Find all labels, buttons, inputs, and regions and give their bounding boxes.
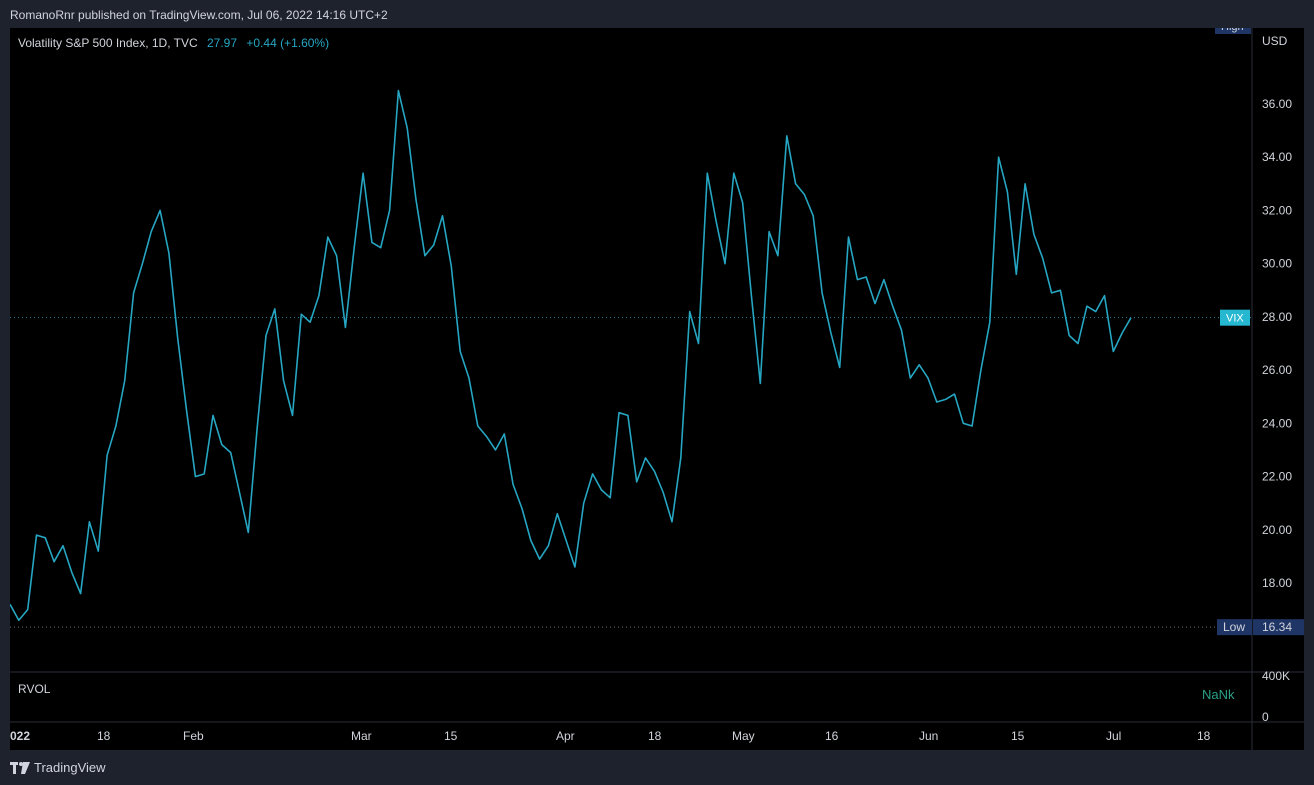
- y-axis: 18.00 20.00 22.00 24.00 26.00 28.00 30.00 32.00…: [1262, 34, 1292, 590]
- low-badge-label: Low: [1223, 620, 1245, 634]
- legend-last-value: 27.97: [207, 36, 238, 50]
- x-tick-label: Apr: [556, 729, 575, 743]
- high-badge-label: High: [1221, 28, 1244, 33]
- y-tick-label: 24.00: [1262, 416, 1292, 430]
- y-tick-label: 26.00: [1262, 363, 1292, 377]
- x-tick-label: 18: [648, 729, 662, 743]
- x-tick-label: May: [732, 729, 755, 743]
- y-tick-label: 32.00: [1262, 203, 1292, 217]
- volume-axis: 400K 0: [1262, 669, 1290, 724]
- bottom-bar: [0, 752, 1314, 785]
- x-tick-label: Jun: [919, 729, 938, 743]
- volume-pane-value: NaNk: [1202, 687, 1235, 702]
- publisher-text: RomanoRnr published on TradingView.com, …: [10, 8, 388, 22]
- x-tick-label: 16: [825, 729, 839, 743]
- x-tick-label: Jul: [1106, 729, 1121, 743]
- vix-series-line: [10, 89, 1132, 622]
- x-tick-label: 18: [1197, 729, 1211, 743]
- y-tick-label: 28.00: [1262, 310, 1292, 324]
- legend-change: +0.44 (+1.60%): [246, 36, 330, 50]
- vix-badge: [1220, 309, 1250, 326]
- low-value-label: 16.34: [1262, 620, 1292, 634]
- x-axis: 022 18 Feb Mar 15 Apr 18 May 16 Jun 15 Jul 18: [10, 729, 1211, 743]
- x-tick-label: 15: [1011, 729, 1025, 743]
- low-value-badge: [1253, 619, 1304, 636]
- y-tick-label: 18.00: [1262, 576, 1292, 590]
- tradingview-logo[interactable]: TradingView: [10, 760, 106, 775]
- currency-label: USD: [1262, 34, 1288, 48]
- tradingview-brand: TradingView: [34, 760, 106, 775]
- tradingview-logo-icon: [10, 761, 30, 774]
- x-tick-label: Mar: [351, 729, 372, 743]
- y-tick-label: 30.00: [1262, 257, 1292, 271]
- high-badge: [1215, 28, 1251, 34]
- x-tick-label: 18: [97, 729, 111, 743]
- chart-area[interactable]: 18.00 20.00 22.00 24.00 26.00 28.00 30.00 32.00…: [10, 28, 1304, 750]
- y-tick-label: 22.00: [1262, 470, 1292, 484]
- y-tick-label: 36.00: [1262, 97, 1292, 111]
- vix-badge-label: VIX: [1226, 313, 1244, 325]
- x-tick-label: Feb: [183, 729, 204, 743]
- badges-layer: High VIX Low 16.34: [1215, 28, 1304, 636]
- x-tick-label: 022: [10, 729, 30, 743]
- series-layer: [10, 89, 1252, 628]
- volume-pane-label: RVOL: [18, 682, 51, 696]
- chart-svg[interactable]: 18.00 20.00 22.00 24.00 26.00 28.00 30.00 32.00…: [10, 28, 1304, 750]
- chart-legend: Volatility S&P 500 Index, 1D, TVC 27.97 …: [18, 36, 329, 50]
- y-tick-label: 34.00: [1262, 150, 1292, 164]
- legend-title: Volatility S&P 500 Index, 1D, TVC: [18, 36, 198, 50]
- top-bar: RomanoRnr published on TradingView.com, …: [0, 0, 1314, 28]
- low-badge: [1217, 619, 1252, 636]
- y-tick-label: 20.00: [1262, 523, 1292, 537]
- volume-tick-label: 400K: [1262, 669, 1290, 683]
- volume-tick-label: 0: [1262, 710, 1269, 724]
- x-tick-label: 15: [444, 729, 458, 743]
